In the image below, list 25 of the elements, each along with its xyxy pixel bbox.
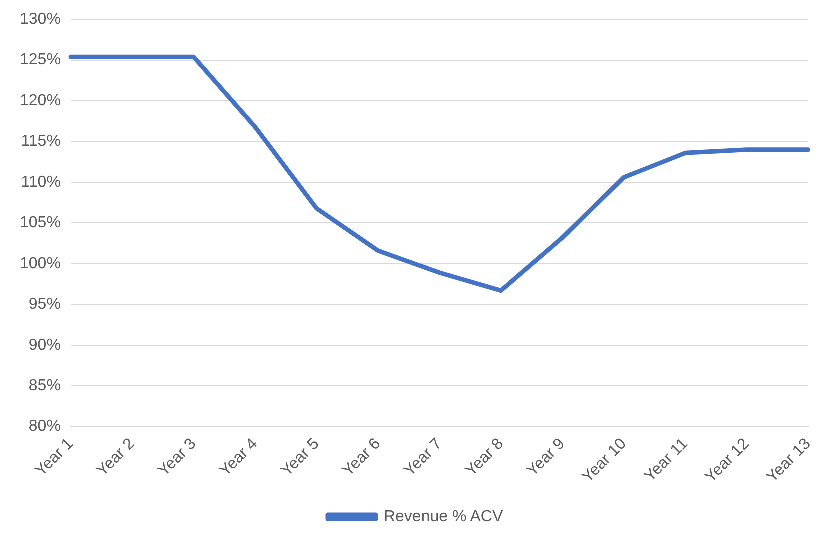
y-tick-label: 95% [28,296,61,314]
x-tick-label: Year 2 [94,435,138,480]
y-tick-label: 110% [21,174,61,191]
x-tick-label: Year 13 [764,435,814,486]
x-tick-label: Year 3 [155,435,200,480]
legend-label: Revenue % ACV [384,508,504,526]
y-tick-label: 80% [28,418,61,436]
x-tick-label: Year 9 [524,435,569,480]
y-tick-label: 125% [20,52,61,69]
y-tick-label: 85% [28,378,61,395]
x-tick-label: Year 5 [278,435,323,480]
y-tick-label: 120% [20,92,61,110]
x-tick-label: Year 6 [340,435,384,480]
x-tick-label: Year 11 [642,435,692,486]
y-tick-label: 90% [28,336,61,354]
y-tick-label: 130% [20,11,61,28]
x-tick-label: Year 8 [462,435,508,480]
y-tick-label: 100% [20,255,61,272]
x-tick-label: Year 7 [401,435,446,480]
x-tick-label: Year 10 [579,435,630,486]
x-tick-label: Year 4 [216,435,262,480]
x-tick-label: Year 12 [702,435,753,486]
y-tick-label: 105% [20,214,61,232]
y-tick-label: 115% [21,133,61,150]
x-tick-label: Year 1 [32,435,77,480]
